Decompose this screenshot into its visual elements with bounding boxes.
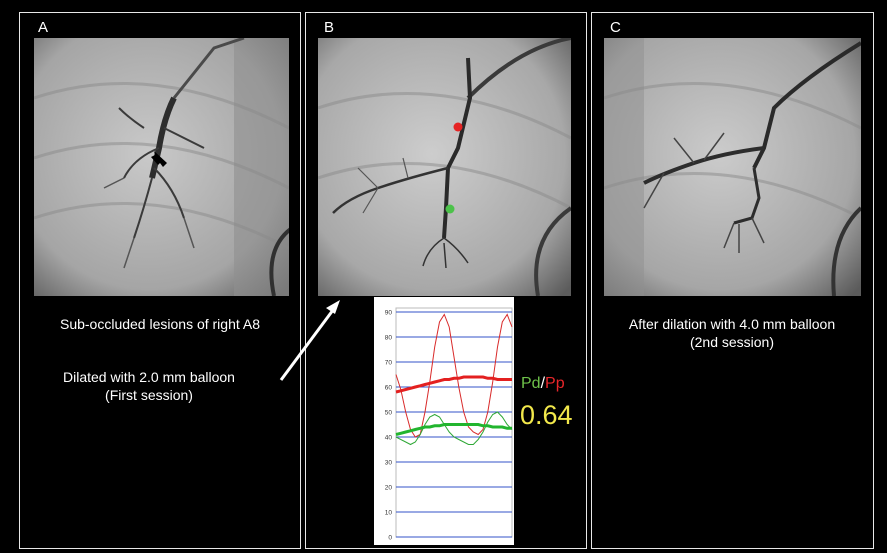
y-tick-label: 40 <box>385 435 393 442</box>
y-tick-label: 20 <box>385 485 393 492</box>
y-tick-label: 10 <box>385 510 393 517</box>
series-line-0 <box>395 313 513 438</box>
caption-a: Sub-occluded lesions of right A8 <box>59 316 260 332</box>
y-tick-label: 70 <box>385 360 393 367</box>
pd-pp-separator: / <box>540 375 546 392</box>
angiogram-a <box>34 38 289 296</box>
panel-a-label: A <box>38 19 49 36</box>
y-tick-label: 50 <box>385 410 393 417</box>
y-tick-label: 60 <box>385 385 393 392</box>
caption-c: After dilation with 4.0 mm balloon (2nd … <box>596 315 868 351</box>
series-line-2 <box>395 375 512 394</box>
angiogram-c <box>604 38 861 296</box>
caption-c-line2: (2nd session) <box>689 334 775 350</box>
y-tick-label: 90 <box>385 310 393 317</box>
pressure-chart: 90 80 70 60 50 40 30 20 10 0 <box>374 297 514 545</box>
y-tick-label: 30 <box>385 460 393 467</box>
series-line-1 <box>395 411 513 446</box>
caption-b-line2: (First session) <box>105 387 193 403</box>
chart-frame <box>395 307 513 538</box>
caption-b-line1: Dilated with 2.0 mm balloon <box>63 369 235 385</box>
y-tick-label: 0 <box>388 535 392 542</box>
pd-pp-ratio: 0.64 <box>520 400 573 430</box>
y-tick-label: 80 <box>385 335 393 342</box>
pd-label: Pd <box>521 375 541 392</box>
caption-b: Dilated with 2.0 mm balloon (First sessi… <box>24 368 274 404</box>
caption-c-line1: After dilation with 4.0 mm balloon <box>628 316 836 332</box>
series-line-3 <box>395 423 512 436</box>
panel-c-label: C <box>610 19 621 36</box>
pd-pp-label: Pd/Pp <box>521 375 565 393</box>
panel-b-label: B <box>324 19 335 36</box>
angiogram-b <box>318 38 571 296</box>
pp-label: Pp <box>545 375 565 392</box>
